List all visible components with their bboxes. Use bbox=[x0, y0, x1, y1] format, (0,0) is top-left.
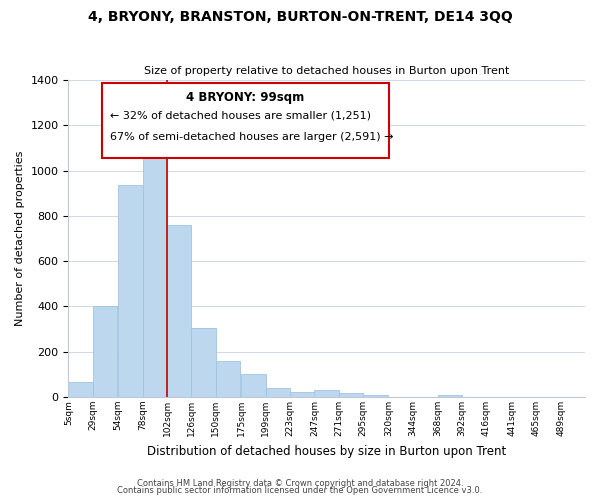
Bar bbox=[118, 186, 143, 397]
Bar bbox=[290, 392, 314, 397]
Bar bbox=[216, 361, 240, 397]
Y-axis label: Number of detached properties: Number of detached properties bbox=[15, 151, 25, 326]
Text: 4, BRYONY, BRANSTON, BURTON-ON-TRENT, DE14 3QQ: 4, BRYONY, BRANSTON, BURTON-ON-TRENT, DE… bbox=[88, 10, 512, 24]
Bar bbox=[339, 393, 364, 397]
Bar bbox=[266, 388, 290, 397]
Title: Size of property relative to detached houses in Burton upon Trent: Size of property relative to detached ho… bbox=[144, 66, 509, 76]
Bar bbox=[191, 328, 216, 397]
Bar bbox=[364, 394, 388, 397]
FancyBboxPatch shape bbox=[102, 83, 389, 158]
Bar bbox=[314, 390, 339, 397]
Text: 4 BRYONY: 99sqm: 4 BRYONY: 99sqm bbox=[186, 91, 304, 104]
Bar bbox=[143, 148, 167, 397]
Bar bbox=[437, 395, 462, 397]
Text: ← 32% of detached houses are smaller (1,251): ← 32% of detached houses are smaller (1,… bbox=[110, 110, 371, 120]
Bar bbox=[167, 225, 191, 397]
Bar bbox=[241, 374, 266, 397]
Text: 67% of semi-detached houses are larger (2,591) →: 67% of semi-detached houses are larger (… bbox=[110, 132, 393, 142]
Bar bbox=[68, 382, 93, 397]
Text: Contains public sector information licensed under the Open Government Licence v3: Contains public sector information licen… bbox=[118, 486, 482, 495]
X-axis label: Distribution of detached houses by size in Burton upon Trent: Distribution of detached houses by size … bbox=[147, 444, 506, 458]
Bar bbox=[93, 306, 117, 397]
Text: Contains HM Land Registry data © Crown copyright and database right 2024.: Contains HM Land Registry data © Crown c… bbox=[137, 478, 463, 488]
